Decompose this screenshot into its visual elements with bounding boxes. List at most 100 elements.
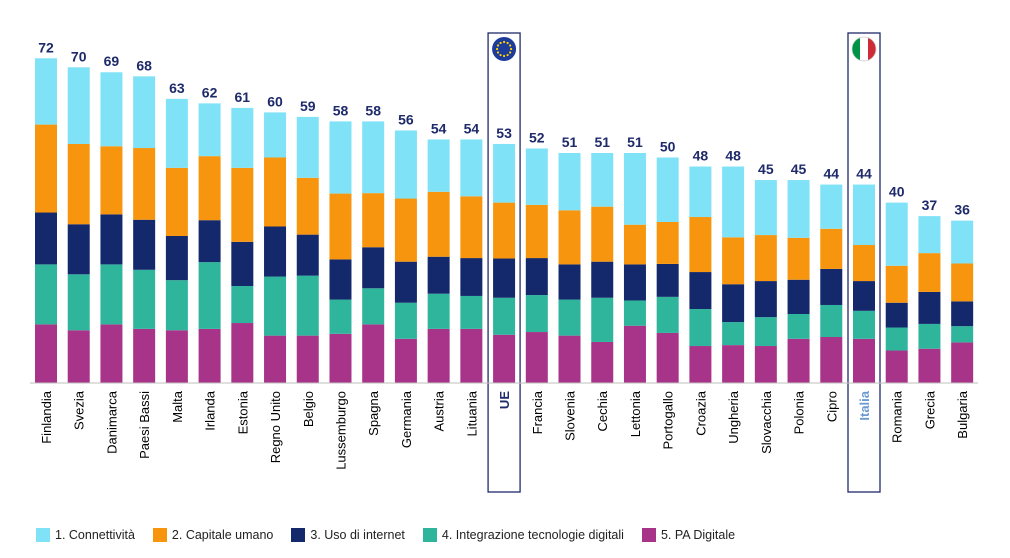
bar-segment-danimarca-integrazione-tecnologie-digitali: [100, 264, 123, 325]
total-label-malta: 63: [169, 80, 185, 96]
category-label-regno-unito: Regno Unito: [268, 391, 283, 463]
bar-segment-lituania-connettività: [460, 139, 483, 197]
bar-segment-croazia-uso-di-internet: [689, 272, 712, 310]
bar-segment-croazia-connettività: [689, 166, 712, 218]
bar-segment-lussemburgo-pa-digitale: [329, 333, 352, 383]
total-label-portogallo: 50: [660, 139, 676, 155]
bar-segment-croazia-pa-digitale: [689, 346, 712, 383]
bar-segment-estonia-uso-di-internet: [231, 241, 254, 287]
bar-segment-paesi-bassi-connettività: [133, 76, 156, 149]
bar-segment-slovacchia-connettività: [754, 180, 777, 236]
legend-label-uso-internet: 3. Uso di internet: [310, 528, 405, 542]
bar-segment-lituania-capitale-umano: [460, 196, 483, 259]
bar-segment-cechia-connettività: [591, 152, 614, 207]
bar-segment-grecia-integrazione-tecnologie-digitali: [918, 323, 941, 349]
bar-segment-finlandia-integrazione-tecnologie-digitali: [35, 264, 57, 325]
legend-item-uso-internet: 3. Uso di internet: [291, 528, 405, 542]
category-label-danimarca: Danimarca: [104, 390, 119, 454]
bar-segment-ue-integrazione-tecnologie-digitali: [493, 297, 516, 335]
bar-segment-irlanda-connettività: [198, 103, 221, 157]
bar-segment-ue-pa-digitale: [493, 334, 516, 383]
bar-segment-danimarca-uso-di-internet: [100, 214, 123, 265]
bar-segment-slovenia-capitale-umano: [558, 210, 581, 265]
total-label-danimarca: 69: [104, 53, 120, 69]
legend: 1. Connettività 2. Capitale umano 3. Uso…: [36, 528, 753, 542]
bar-segment-spagna-integrazione-tecnologie-digitali: [362, 288, 385, 325]
legend-item-connettivita: 1. Connettività: [36, 528, 135, 542]
bar-segment-slovenia-pa-digitale: [558, 335, 581, 383]
total-label-italia: 44: [856, 166, 872, 182]
legend-item-pa-digitale: 5. PA Digitale: [641, 528, 736, 542]
category-label-portogallo: Portogallo: [661, 391, 676, 450]
bar-segment-ue-uso-di-internet: [493, 258, 516, 298]
bar-segment-bulgaria-integrazione-tecnologie-digitali: [951, 326, 974, 343]
bar-segment-italia-capitale-umano: [853, 244, 875, 282]
legend-swatch-pa-digitale: [641, 528, 656, 542]
bar-segment-spagna-capitale-umano: [362, 193, 385, 248]
bar-segment-francia-capitale-umano: [525, 204, 548, 259]
total-label-cechia: 51: [594, 134, 610, 150]
category-label-austria: Austria: [432, 390, 447, 431]
bar-segment-austria-pa-digitale: [427, 328, 450, 383]
bar-segment-paesi-bassi-integrazione-tecnologie-digitali: [133, 269, 156, 329]
total-label-belgio: 59: [300, 98, 316, 114]
total-label-regno-unito: 60: [267, 93, 283, 109]
category-label-croazia: Croazia: [693, 390, 708, 436]
bar-segment-cechia-uso-di-internet: [591, 261, 614, 298]
bar-segment-bulgaria-pa-digitale: [951, 342, 974, 383]
category-label-belgio: Belgio: [301, 391, 316, 427]
bar-segment-francia-pa-digitale: [525, 332, 548, 383]
bar-segment-grecia-uso-di-internet: [918, 291, 941, 324]
bar-segment-slovacchia-pa-digitale: [754, 346, 777, 383]
total-label-slovenia: 51: [562, 134, 578, 150]
legend-label-capitale-umano: 2. Capitale umano: [171, 528, 274, 542]
bar-segment-lussemburgo-connettività: [329, 121, 352, 194]
bar-segment-portogallo-capitale-umano: [656, 221, 679, 264]
bar-segment-cipro-integrazione-tecnologie-digitali: [820, 304, 843, 337]
total-label-svezia: 70: [71, 48, 87, 64]
bar-segment-lituania-integrazione-tecnologie-digitali: [460, 295, 483, 329]
category-label-malta: Malta: [170, 390, 185, 423]
bar-segment-romania-connettività: [885, 202, 908, 266]
bar-segment-portogallo-uso-di-internet: [656, 263, 679, 297]
bar-segment-spagna-pa-digitale: [362, 324, 385, 383]
legend-label-pa-digitale: 5. PA Digitale: [660, 528, 736, 542]
bar-segment-danimarca-connettività: [100, 72, 123, 147]
bar-segment-estonia-capitale-umano: [231, 167, 254, 242]
bar-segment-finlandia-connettività: [35, 58, 57, 125]
category-label-ungheria: Ungheria: [726, 390, 741, 444]
bar-segment-polonia-connettività: [787, 180, 810, 238]
category-label-italia: Italia: [857, 390, 872, 420]
bar-segment-germania-integrazione-tecnologie-digitali: [394, 302, 417, 339]
bar-segment-bulgaria-capitale-umano: [951, 263, 974, 302]
legend-swatch-capitale-umano: [152, 528, 167, 542]
total-label-irlanda: 62: [202, 84, 218, 100]
total-label-croazia: 48: [693, 148, 709, 164]
bar-segment-croazia-integrazione-tecnologie-digitali: [689, 309, 712, 347]
total-label-lettonia: 51: [627, 134, 643, 150]
bar-segment-lussemburgo-uso-di-internet: [329, 259, 352, 300]
bar-segment-lettonia-integrazione-tecnologie-digitali: [623, 300, 646, 326]
bar-segment-portogallo-integrazione-tecnologie-digitali: [656, 296, 679, 333]
legend-item-integrazione: 4. Integrazione tecnologie digitali: [422, 528, 624, 542]
bar-segment-grecia-connettività: [918, 216, 941, 254]
bar-segment-polonia-integrazione-tecnologie-digitali: [787, 314, 810, 339]
category-label-lettonia: Lettonia: [628, 390, 643, 437]
category-label-svezia: Svezia: [72, 390, 87, 430]
bar-segment-lussemburgo-integrazione-tecnologie-digitali: [329, 299, 352, 334]
bar-segment-danimarca-capitale-umano: [100, 146, 123, 215]
bar-segment-grecia-pa-digitale: [918, 348, 941, 383]
category-label-grecia: Grecia: [922, 390, 937, 429]
category-label-bulgaria: Bulgaria: [955, 390, 970, 438]
bar-segment-estonia-pa-digitale: [231, 323, 254, 383]
category-label-cechia: Cechia: [595, 390, 610, 431]
bar-segment-grecia-capitale-umano: [918, 253, 941, 292]
category-label-estonia: Estonia: [235, 390, 250, 434]
bar-segment-paesi-bassi-pa-digitale: [133, 328, 156, 383]
bar-segment-romania-integrazione-tecnologie-digitali: [885, 327, 908, 351]
bar-segment-svezia-connettività: [67, 67, 90, 144]
bar-segment-ungheria-connettività: [722, 166, 745, 238]
total-label-ungheria: 48: [725, 148, 741, 164]
bar-segment-slovacchia-uso-di-internet: [754, 281, 777, 318]
